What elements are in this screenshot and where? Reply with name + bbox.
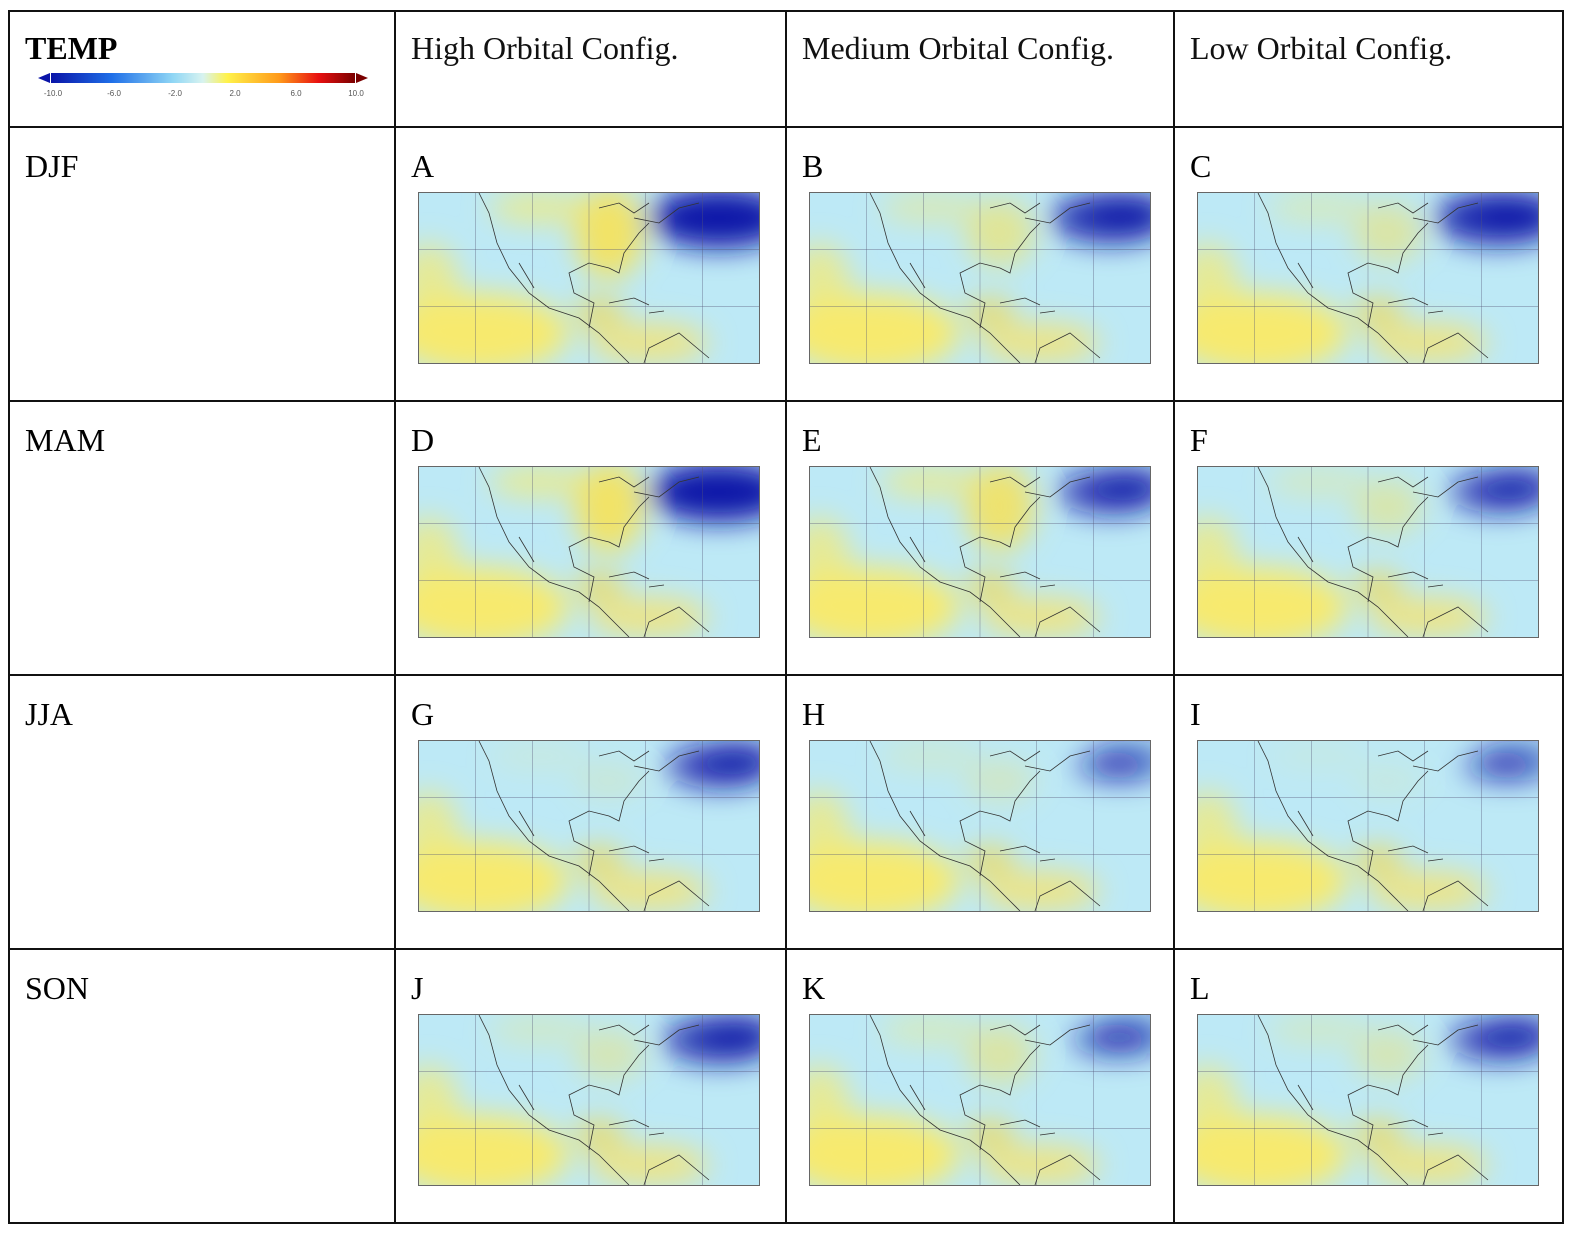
colorbar-tick: -2.0	[168, 89, 182, 98]
colorbar-tick: -10.0	[43, 89, 63, 98]
colorbar-bar	[38, 73, 368, 83]
map-panel-cell: I	[1173, 674, 1564, 950]
results-table: TEMP -10.0 -6.0 -2.0 2.0 6.0	[8, 10, 1564, 1224]
map-panel-cell: G	[394, 674, 787, 950]
panel-letter: L	[1190, 970, 1210, 1006]
season-row: DJF A B	[8, 126, 1564, 402]
panel-letter: D	[411, 422, 435, 458]
panel-letter: J	[411, 970, 424, 1006]
column-header-label: High Orbital Config.	[411, 30, 679, 66]
season-label: SON	[25, 970, 90, 1006]
temperature-anomaly-map	[418, 740, 760, 912]
variable-label: TEMP	[25, 30, 118, 66]
map-panel-cell: C	[1173, 126, 1564, 402]
season-cell: DJF	[8, 126, 396, 402]
season-row: SON J K	[8, 948, 1564, 1224]
temperature-anomaly-map	[809, 466, 1151, 638]
map-panel-cell: A	[394, 126, 787, 402]
temperature-anomaly-map	[1197, 192, 1539, 364]
map-panel-cell: J	[394, 948, 787, 1224]
colorbar-tick: 6.0	[290, 89, 302, 98]
temperature-anomaly-map	[809, 192, 1151, 364]
temperature-anomaly-map	[418, 1014, 760, 1186]
panel-letter: F	[1190, 422, 1208, 458]
panel-letter: I	[1190, 696, 1201, 732]
temperature-anomaly-map	[1197, 740, 1539, 912]
header-row: TEMP -10.0 -6.0 -2.0 2.0 6.0	[8, 10, 1564, 128]
panel-letter: A	[411, 148, 435, 184]
panel-letter: C	[1190, 148, 1212, 184]
season-cell: MAM	[8, 400, 396, 676]
column-header-label: Low Orbital Config.	[1190, 30, 1453, 66]
column-header: High Orbital Config.	[394, 10, 787, 128]
temperature-anomaly-map	[1197, 1014, 1539, 1186]
column-header: Low Orbital Config.	[1173, 10, 1564, 128]
legend-cell: TEMP -10.0 -6.0 -2.0 2.0 6.0	[8, 10, 396, 128]
panel-letter: B	[802, 148, 824, 184]
temperature-anomaly-map	[809, 740, 1151, 912]
season-cell: JJA	[8, 674, 396, 950]
map-panel-cell: D	[394, 400, 787, 676]
map-panel-cell: E	[785, 400, 1175, 676]
colorbar-tick: 10.0	[348, 89, 364, 98]
column-header-label: Medium Orbital Config.	[802, 30, 1114, 66]
temperature-anomaly-map	[418, 466, 760, 638]
season-label: DJF	[25, 148, 79, 184]
season-label: MAM	[25, 422, 106, 458]
panel-letter: H	[802, 696, 826, 732]
map-panel-cell: H	[785, 674, 1175, 950]
colorbar: -10.0 -6.0 -2.0 2.0 6.0 10.0	[38, 72, 368, 112]
map-panel-cell: B	[785, 126, 1175, 402]
map-panel-cell: F	[1173, 400, 1564, 676]
season-label: JJA	[25, 696, 74, 732]
panel-letter: K	[802, 970, 826, 1006]
column-header: Medium Orbital Config.	[785, 10, 1175, 128]
temperature-anomaly-map	[418, 192, 760, 364]
map-panel-cell: K	[785, 948, 1175, 1224]
season-row: JJA G H	[8, 674, 1564, 950]
map-panel-cell: L	[1173, 948, 1564, 1224]
colorbar-tick: -6.0	[107, 89, 121, 98]
temperature-anomaly-map	[1197, 466, 1539, 638]
season-cell: SON	[8, 948, 396, 1224]
panel-letter: E	[802, 422, 822, 458]
colorbar-tick: 2.0	[229, 89, 241, 98]
season-row: MAM D E	[8, 400, 1564, 676]
temperature-anomaly-map	[809, 1014, 1151, 1186]
panel-letter: G	[411, 696, 435, 732]
